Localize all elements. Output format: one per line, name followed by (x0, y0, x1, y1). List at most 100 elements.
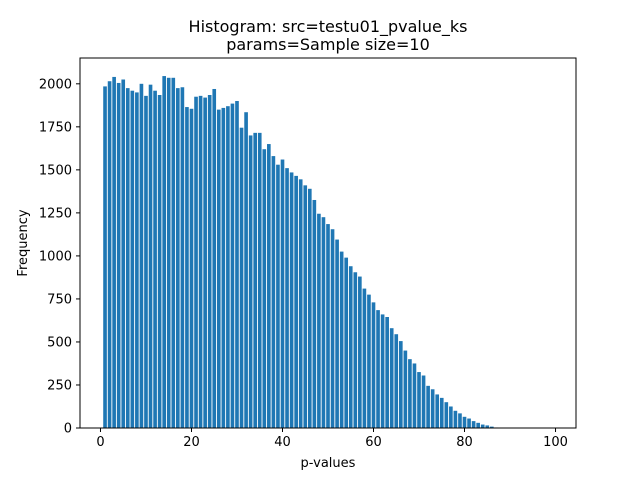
histogram-bar (135, 92, 139, 429)
histogram-bar (371, 302, 376, 428)
histogram-bar (289, 172, 294, 428)
y-tick-label: 250 (47, 378, 72, 393)
histogram-bar (485, 425, 490, 428)
y-tick-label: 500 (47, 335, 72, 350)
x-tick-label: 20 (183, 435, 200, 450)
histogram-bar (417, 372, 421, 428)
histogram-bar (112, 76, 116, 429)
histogram-bar (367, 294, 371, 428)
histogram-bar (307, 188, 312, 428)
histogram-bar (180, 87, 185, 428)
histogram-bar (453, 410, 458, 428)
histogram-bar (280, 159, 285, 428)
histogram-bar (312, 199, 317, 428)
histogram-bar (157, 95, 162, 428)
chart-title-line-2: params=Sample size=10 (226, 35, 430, 54)
histogram-bar (153, 90, 157, 428)
histogram-bar (439, 397, 444, 428)
y-tick-label: 1500 (39, 163, 72, 178)
histogram-bar (398, 341, 403, 428)
histogram-bar (444, 402, 449, 428)
histogram-bar (239, 127, 244, 428)
histogram-bar (389, 328, 394, 428)
histogram-bar (194, 96, 198, 428)
histogram-bar (221, 107, 226, 428)
histogram-bar (376, 310, 380, 428)
y-tick-label: 1250 (39, 206, 72, 221)
histogram-bar (339, 251, 344, 428)
histogram-bar (330, 229, 335, 428)
y-tick-label: 1000 (39, 249, 72, 264)
y-tick-label: 0 (64, 422, 72, 437)
histogram-bar (189, 108, 194, 429)
histogram-bar (303, 185, 308, 428)
x-tick-label: 80 (456, 435, 473, 450)
histogram-bar (212, 88, 217, 428)
histogram-bar (144, 95, 148, 429)
histogram-bar (226, 106, 230, 428)
histogram-bar (353, 272, 358, 428)
histogram-bar (294, 175, 298, 428)
x-tick-label: 40 (274, 435, 291, 450)
histogram-bar (244, 112, 248, 429)
histogram-bar (203, 97, 207, 428)
histogram-bar (248, 135, 253, 428)
histogram-bar (162, 76, 166, 428)
histogram-bar (344, 257, 349, 428)
chart-title-line-1: Histogram: src=testu01_pvalue_ks (189, 17, 468, 37)
histogram-bar (326, 224, 330, 428)
y-tick-label: 2000 (39, 77, 72, 92)
histogram-bar (107, 81, 112, 428)
y-tick-label: 750 (47, 292, 72, 307)
histogram-bar (385, 317, 389, 428)
y-tick-label: 1750 (39, 120, 72, 135)
histogram-bar (121, 79, 126, 428)
histogram-bar (348, 266, 353, 428)
x-tick-label: 0 (96, 435, 104, 450)
histogram-bar (449, 406, 453, 428)
histogram-bar (139, 83, 144, 428)
histogram-bar (421, 375, 426, 428)
histogram-bar (462, 416, 467, 428)
x-tick-label: 60 (365, 435, 382, 450)
y-axis-label: Frequency (16, 209, 31, 276)
histogram-bar (476, 422, 480, 428)
histogram-bar (166, 77, 171, 428)
histogram-bar (285, 168, 289, 428)
x-axis-ticks: 0 20 40 60 80 100 (96, 428, 568, 450)
histogram-bar (408, 359, 412, 428)
histogram-bar (412, 363, 417, 428)
histogram-bar (380, 314, 385, 428)
histogram-bar (362, 288, 367, 428)
histogram-bar (207, 95, 212, 428)
histogram-bar (116, 82, 121, 428)
histogram-bar (235, 101, 239, 429)
x-tick-label: 100 (543, 435, 568, 450)
histogram-bar (430, 389, 435, 428)
histogram-bar (148, 84, 153, 429)
histogram-bar (458, 413, 462, 428)
histogram-bar (394, 334, 399, 428)
histogram-bar (358, 276, 362, 428)
histogram-bar (467, 418, 471, 428)
histogram-bar (230, 103, 235, 428)
histogram-bar (171, 77, 176, 428)
histogram-bar (471, 421, 476, 428)
histogram-bar (317, 213, 321, 428)
histogram-bar (321, 217, 326, 428)
histogram-bar (490, 426, 494, 428)
histogram-bar (253, 132, 258, 429)
histogram-bar (271, 156, 276, 428)
histogram-bar (262, 149, 267, 428)
histogram-bar (435, 394, 440, 428)
histogram-bar (480, 424, 485, 428)
histogram-bar (298, 179, 303, 428)
bars-group (103, 76, 499, 429)
histogram-bar (403, 350, 408, 428)
histogram-bar (198, 95, 203, 429)
y-axis-ticks: 0 250 500 750 1000 1250 1500 1750 2000 (39, 77, 80, 437)
histogram-bar (257, 132, 262, 429)
x-axis-label: p-values (301, 456, 356, 471)
histogram-bar (185, 107, 189, 429)
